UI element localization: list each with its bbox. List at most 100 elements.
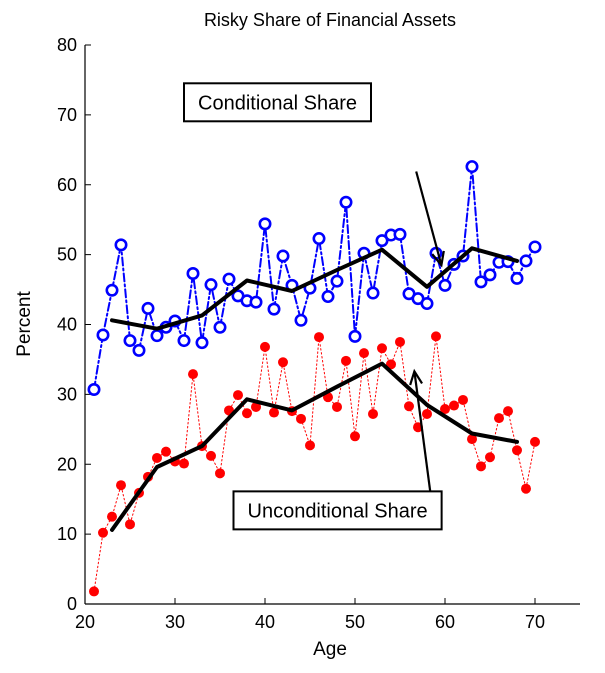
series-line [110, 361, 519, 532]
data-point [483, 268, 497, 282]
data-point [465, 160, 479, 174]
data-point [458, 394, 468, 405]
data-point [321, 290, 335, 304]
data-point [332, 401, 342, 412]
data-point [125, 519, 135, 530]
data-point [375, 234, 389, 248]
y-ticks: 0 10 20 30 40 50 60 70 80 [57, 35, 91, 614]
data-point [467, 434, 477, 445]
unconditional-share-series [89, 331, 540, 597]
data-point [107, 511, 117, 522]
x-tick-label: 40 [255, 612, 275, 632]
data-point [393, 227, 407, 241]
data-point [161, 446, 171, 457]
y-tick-label: 10 [57, 524, 77, 544]
data-point [404, 401, 414, 412]
conditional-share-average [110, 246, 519, 331]
series-layer [87, 160, 542, 597]
chart-title: Risky Share of Financial Assets [204, 10, 456, 30]
data-point [519, 254, 533, 268]
x-tick-label: 70 [525, 612, 545, 632]
data-point [386, 359, 396, 370]
data-point [206, 450, 216, 461]
y-tick-label: 50 [57, 245, 77, 265]
data-point [312, 232, 326, 246]
data-point [294, 313, 308, 327]
data-point [179, 458, 189, 469]
data-point [530, 436, 540, 447]
data-point [521, 483, 531, 494]
data-point [251, 401, 261, 412]
data-point [141, 301, 155, 315]
data-point [474, 275, 488, 289]
y-tick-label: 0 [67, 594, 77, 614]
data-point [330, 274, 344, 288]
y-tick-label: 60 [57, 175, 77, 195]
x-tick-label: 30 [165, 612, 185, 632]
data-point [503, 406, 513, 417]
conditional-share-series [87, 160, 542, 396]
data-point [348, 329, 362, 343]
data-point [359, 348, 369, 359]
annotation-label: Unconditional Share [248, 500, 428, 522]
data-point [204, 278, 218, 292]
x-axis-title: Age [313, 639, 347, 660]
series-line [93, 165, 536, 391]
data-point [213, 320, 227, 334]
data-point [116, 480, 126, 491]
data-point [258, 217, 272, 231]
data-point [267, 302, 281, 316]
annotation-arrow-head [409, 368, 423, 386]
annotation-layer: Conditional Share Unconditional Share [183, 82, 445, 531]
data-point [377, 343, 387, 354]
annotation-label: Conditional Share [198, 92, 357, 114]
data-point [512, 445, 522, 456]
series-line [110, 246, 519, 331]
data-point [510, 271, 524, 285]
data-point [260, 341, 270, 352]
data-point [177, 334, 191, 348]
data-point [105, 283, 119, 297]
data-point [123, 334, 137, 348]
data-point [89, 586, 99, 597]
annotation-arrow-shaft [413, 371, 432, 495]
annotation-box [232, 490, 443, 531]
data-point [152, 452, 162, 463]
data-point [233, 390, 243, 401]
unconditional-share-average [110, 361, 519, 532]
data-point [438, 278, 452, 292]
data-point [422, 408, 432, 419]
data-point [339, 195, 353, 209]
data-point [420, 297, 434, 311]
data-point [242, 408, 252, 419]
x-ticks: 20 30 40 50 60 70 [75, 598, 545, 632]
data-point [314, 332, 324, 343]
data-point [215, 468, 225, 479]
y-tick-label: 70 [57, 105, 77, 125]
data-point [341, 355, 351, 366]
data-point [449, 400, 459, 411]
data-point [132, 343, 146, 357]
data-point [186, 266, 200, 280]
data-point [494, 413, 504, 424]
data-point [368, 408, 378, 419]
data-point [296, 413, 306, 424]
data-point [278, 357, 288, 368]
unconditional-share-annotation: Unconditional Share [232, 368, 443, 531]
data-point [528, 240, 542, 254]
y-tick-label: 40 [57, 315, 77, 335]
annotation-box [183, 82, 372, 123]
data-point [276, 249, 290, 263]
data-point [431, 331, 441, 342]
data-point [249, 295, 263, 309]
x-tick-label: 20 [75, 612, 95, 632]
data-point [222, 272, 236, 286]
y-tick-label: 30 [57, 384, 77, 404]
data-point [188, 369, 198, 380]
data-point [476, 461, 486, 472]
data-point [485, 452, 495, 463]
data-point [305, 440, 315, 451]
data-point [350, 431, 360, 442]
data-point [366, 286, 380, 300]
